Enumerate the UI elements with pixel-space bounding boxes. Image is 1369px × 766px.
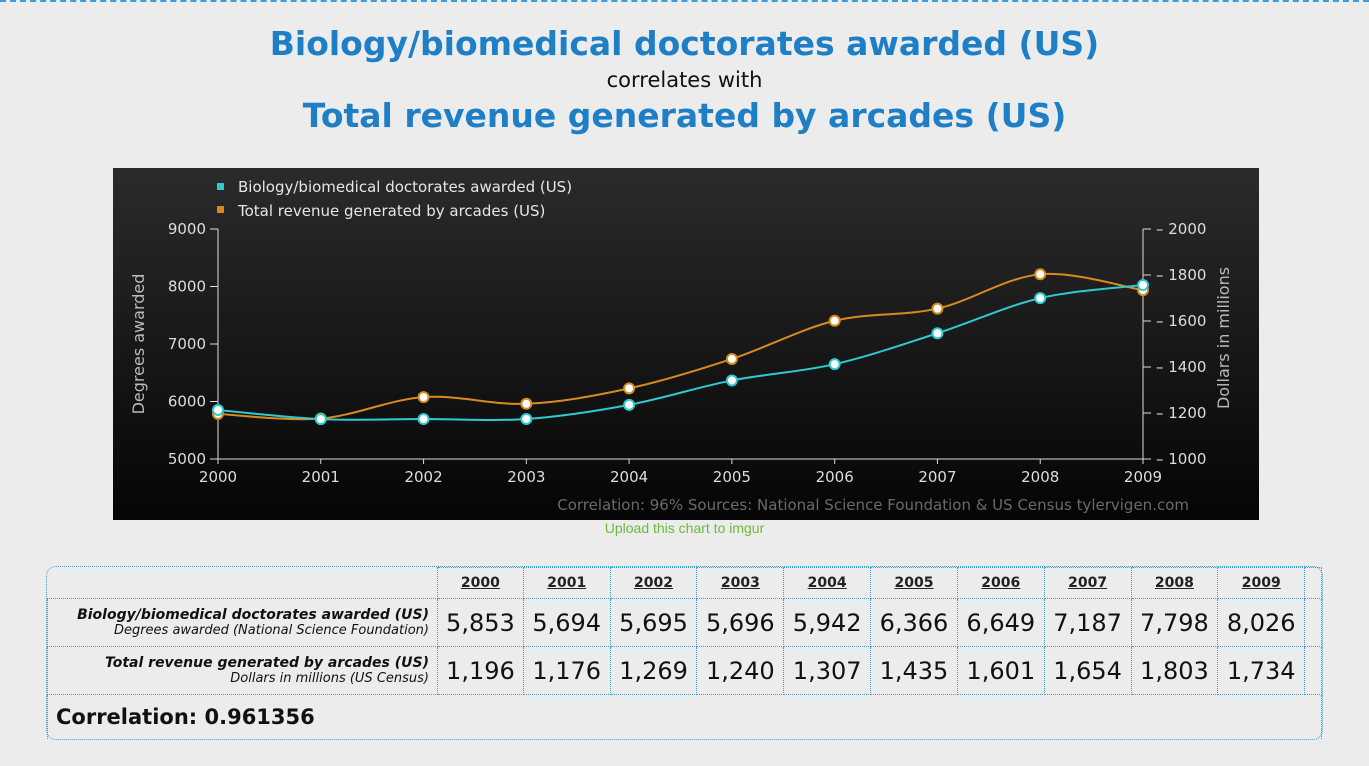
x-tick-label: 2005 bbox=[713, 468, 751, 486]
data-table: 2000 2001 2002 2003 2004 2005 2006 2007 … bbox=[47, 567, 1322, 739]
table-cell: 5,696 bbox=[696, 598, 785, 647]
x-tick-label: 2008 bbox=[1021, 468, 1059, 486]
y-tick-label-right: – 2000 bbox=[1156, 220, 1206, 238]
y-tick-label-right: – 1000 bbox=[1156, 450, 1206, 468]
data-point-arcade-revenue bbox=[1034, 268, 1047, 281]
legend-label-doctorates: Biology/biomedical doctorates awarded (U… bbox=[238, 178, 572, 196]
table-spacer-cell bbox=[1304, 567, 1322, 599]
table-cell: 1,196 bbox=[437, 646, 524, 695]
data-point-doctorates bbox=[1034, 292, 1047, 305]
data-point-arcade-revenue bbox=[725, 352, 738, 365]
table-cell: 1,435 bbox=[870, 646, 958, 695]
year-header: 2000 bbox=[437, 567, 524, 599]
series-line-doctorates bbox=[217, 284, 1144, 422]
legend-marker-arcade-revenue bbox=[217, 206, 224, 213]
row-label-series-2: Total revenue generated by arcades (US) … bbox=[47, 646, 438, 695]
data-point-doctorates bbox=[314, 413, 327, 426]
year-header: 2006 bbox=[956, 567, 1045, 599]
legend-marker-doctorates bbox=[217, 183, 224, 190]
table-cell: 1,240 bbox=[696, 646, 785, 695]
data-point-doctorates bbox=[417, 413, 430, 426]
chart-footer-sources: Correlation: 96% Sources: National Scien… bbox=[557, 496, 1189, 514]
title-connector: correlates with bbox=[606, 68, 763, 92]
data-table-box: 2000 2001 2002 2003 2004 2005 2006 2007 … bbox=[46, 566, 1323, 740]
y-tick-label-right: – 1200 bbox=[1156, 404, 1206, 422]
series-line-arcade-revenue bbox=[217, 272, 1144, 421]
x-tick-label: 2002 bbox=[404, 468, 442, 486]
year-header: 2002 bbox=[609, 567, 698, 599]
table-cell: 1,601 bbox=[956, 646, 1045, 695]
year-header: 2004 bbox=[783, 567, 872, 599]
table-cell: 1,269 bbox=[609, 646, 698, 695]
correlation-value: Correlation: 0.961356 bbox=[47, 694, 1322, 739]
data-point-doctorates bbox=[725, 374, 738, 387]
year-header: 2007 bbox=[1043, 567, 1132, 599]
data-point-doctorates bbox=[520, 412, 533, 425]
table-cell: 7,798 bbox=[1130, 598, 1219, 647]
table-cell: 1,734 bbox=[1217, 646, 1306, 695]
data-point-doctorates bbox=[212, 403, 224, 416]
data-point-doctorates bbox=[623, 398, 636, 411]
x-tick-label: 2006 bbox=[816, 468, 854, 486]
x-tick-label: 2000 bbox=[199, 468, 237, 486]
y-tick-label-left: 8000 bbox=[168, 278, 206, 296]
y-tick-label-right: – 1600 bbox=[1156, 312, 1206, 330]
table-cell: 1,307 bbox=[783, 646, 872, 695]
y-tick-label-right: – 1800 bbox=[1156, 266, 1206, 284]
y-tick-label-left: 6000 bbox=[168, 393, 206, 411]
data-point-arcade-revenue bbox=[931, 302, 944, 315]
year-header: 2009 bbox=[1217, 567, 1306, 599]
chart-panel: 5000 6000 7000 8000 9000 – 1000 – 1200 – 1400 – … bbox=[113, 168, 1259, 520]
table-cell: 5,853 bbox=[437, 598, 524, 647]
table-cell: 5,942 bbox=[783, 598, 872, 647]
x-tick-label: 2003 bbox=[507, 468, 545, 486]
table-corner-cell bbox=[47, 567, 438, 599]
data-point-doctorates bbox=[931, 327, 944, 340]
table-spacer-cell bbox=[1304, 646, 1322, 695]
table-cell: 5,695 bbox=[609, 598, 698, 647]
table-cell: 1,654 bbox=[1043, 646, 1132, 695]
legend-label-arcade-revenue: Total revenue generated by arcades (US) bbox=[237, 202, 545, 220]
table-spacer-cell bbox=[1304, 598, 1322, 647]
year-header: 2008 bbox=[1130, 567, 1219, 599]
year-header: 2003 bbox=[696, 567, 785, 599]
table-cell: 1,803 bbox=[1130, 646, 1219, 695]
table-cell: 5,694 bbox=[522, 598, 611, 647]
year-header: 2001 bbox=[522, 567, 611, 599]
upload-link[interactable]: Upload this chart to imgur bbox=[604, 520, 765, 536]
data-point-arcade-revenue bbox=[520, 397, 533, 410]
table-cell: 8,026 bbox=[1217, 598, 1306, 647]
y-tick-label-right: – 1400 bbox=[1156, 358, 1206, 376]
y-tick-label-left: 5000 bbox=[168, 450, 206, 468]
data-point-arcade-revenue bbox=[417, 391, 430, 404]
year-header: 2005 bbox=[870, 567, 958, 599]
x-tick-label: 2009 bbox=[1124, 468, 1162, 486]
y-axis-title-right: Dollars in millions bbox=[1214, 267, 1233, 409]
data-point-arcade-revenue bbox=[623, 382, 636, 395]
table-cell: 7,187 bbox=[1043, 598, 1132, 647]
x-tick-label: 2004 bbox=[610, 468, 648, 486]
y-axis-title-left: Degrees awarded bbox=[129, 274, 148, 415]
data-point-doctorates bbox=[828, 358, 841, 371]
x-tick-label: 2007 bbox=[918, 468, 956, 486]
title-series-2: Total revenue generated by arcades (US) bbox=[302, 96, 1067, 135]
data-point-arcade-revenue bbox=[828, 314, 841, 327]
data-point-doctorates bbox=[1137, 279, 1149, 292]
table-cell: 1,176 bbox=[522, 646, 611, 695]
top-dashed-border bbox=[0, 0, 1369, 2]
y-tick-label-left: 7000 bbox=[168, 335, 206, 353]
y-tick-label-left: 9000 bbox=[168, 220, 206, 238]
x-tick-label: 2001 bbox=[302, 468, 340, 486]
title-series-1: Biology/biomedical doctorates awarded (U… bbox=[269, 24, 1100, 63]
table-cell: 6,649 bbox=[956, 598, 1045, 647]
table-cell: 6,366 bbox=[870, 598, 958, 647]
chart-svg: 5000 6000 7000 8000 9000 – 1000 – 1200 – 1400 – … bbox=[129, 178, 1233, 514]
row-label-series-1: Biology/biomedical doctorates awarded (U… bbox=[47, 598, 438, 647]
